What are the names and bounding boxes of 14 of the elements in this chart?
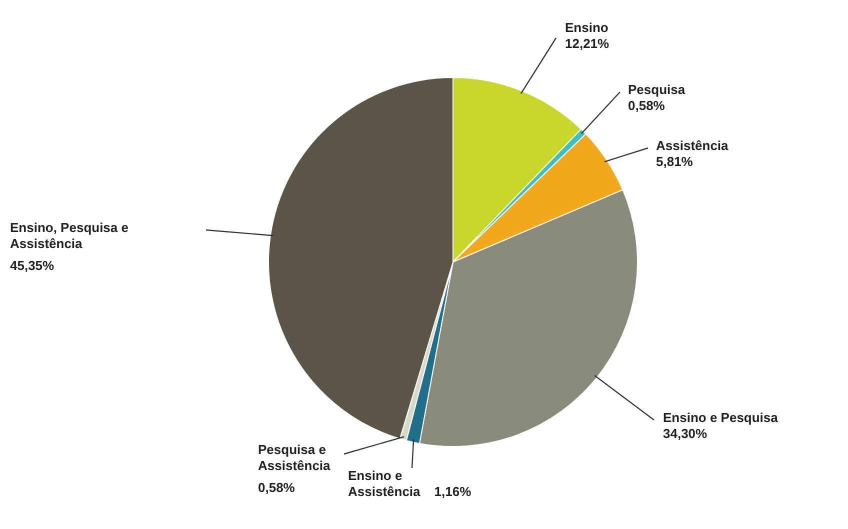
data-label: 1,16% (434, 484, 472, 500)
data-label: 0,58% (258, 480, 296, 496)
data-label: 5,81% (656, 154, 694, 170)
data-label: 12,21% (565, 36, 610, 52)
data-label: 34,30% (663, 426, 708, 442)
slice-label: Ensino e Pesquisa (663, 410, 779, 426)
data-label: 45,35% (10, 258, 55, 274)
slice-label: Ensino e Assistência (348, 468, 422, 500)
slice-label: Pesquisa e Assistência (258, 442, 332, 474)
slice-label: Pesquisa (628, 82, 686, 98)
slice-label: Assistência (656, 138, 730, 154)
data-label: 0,58% (628, 98, 666, 114)
slice-label: Ensino (565, 20, 608, 36)
slice-label: Ensino, Pesquisa e Assistência (10, 220, 128, 252)
